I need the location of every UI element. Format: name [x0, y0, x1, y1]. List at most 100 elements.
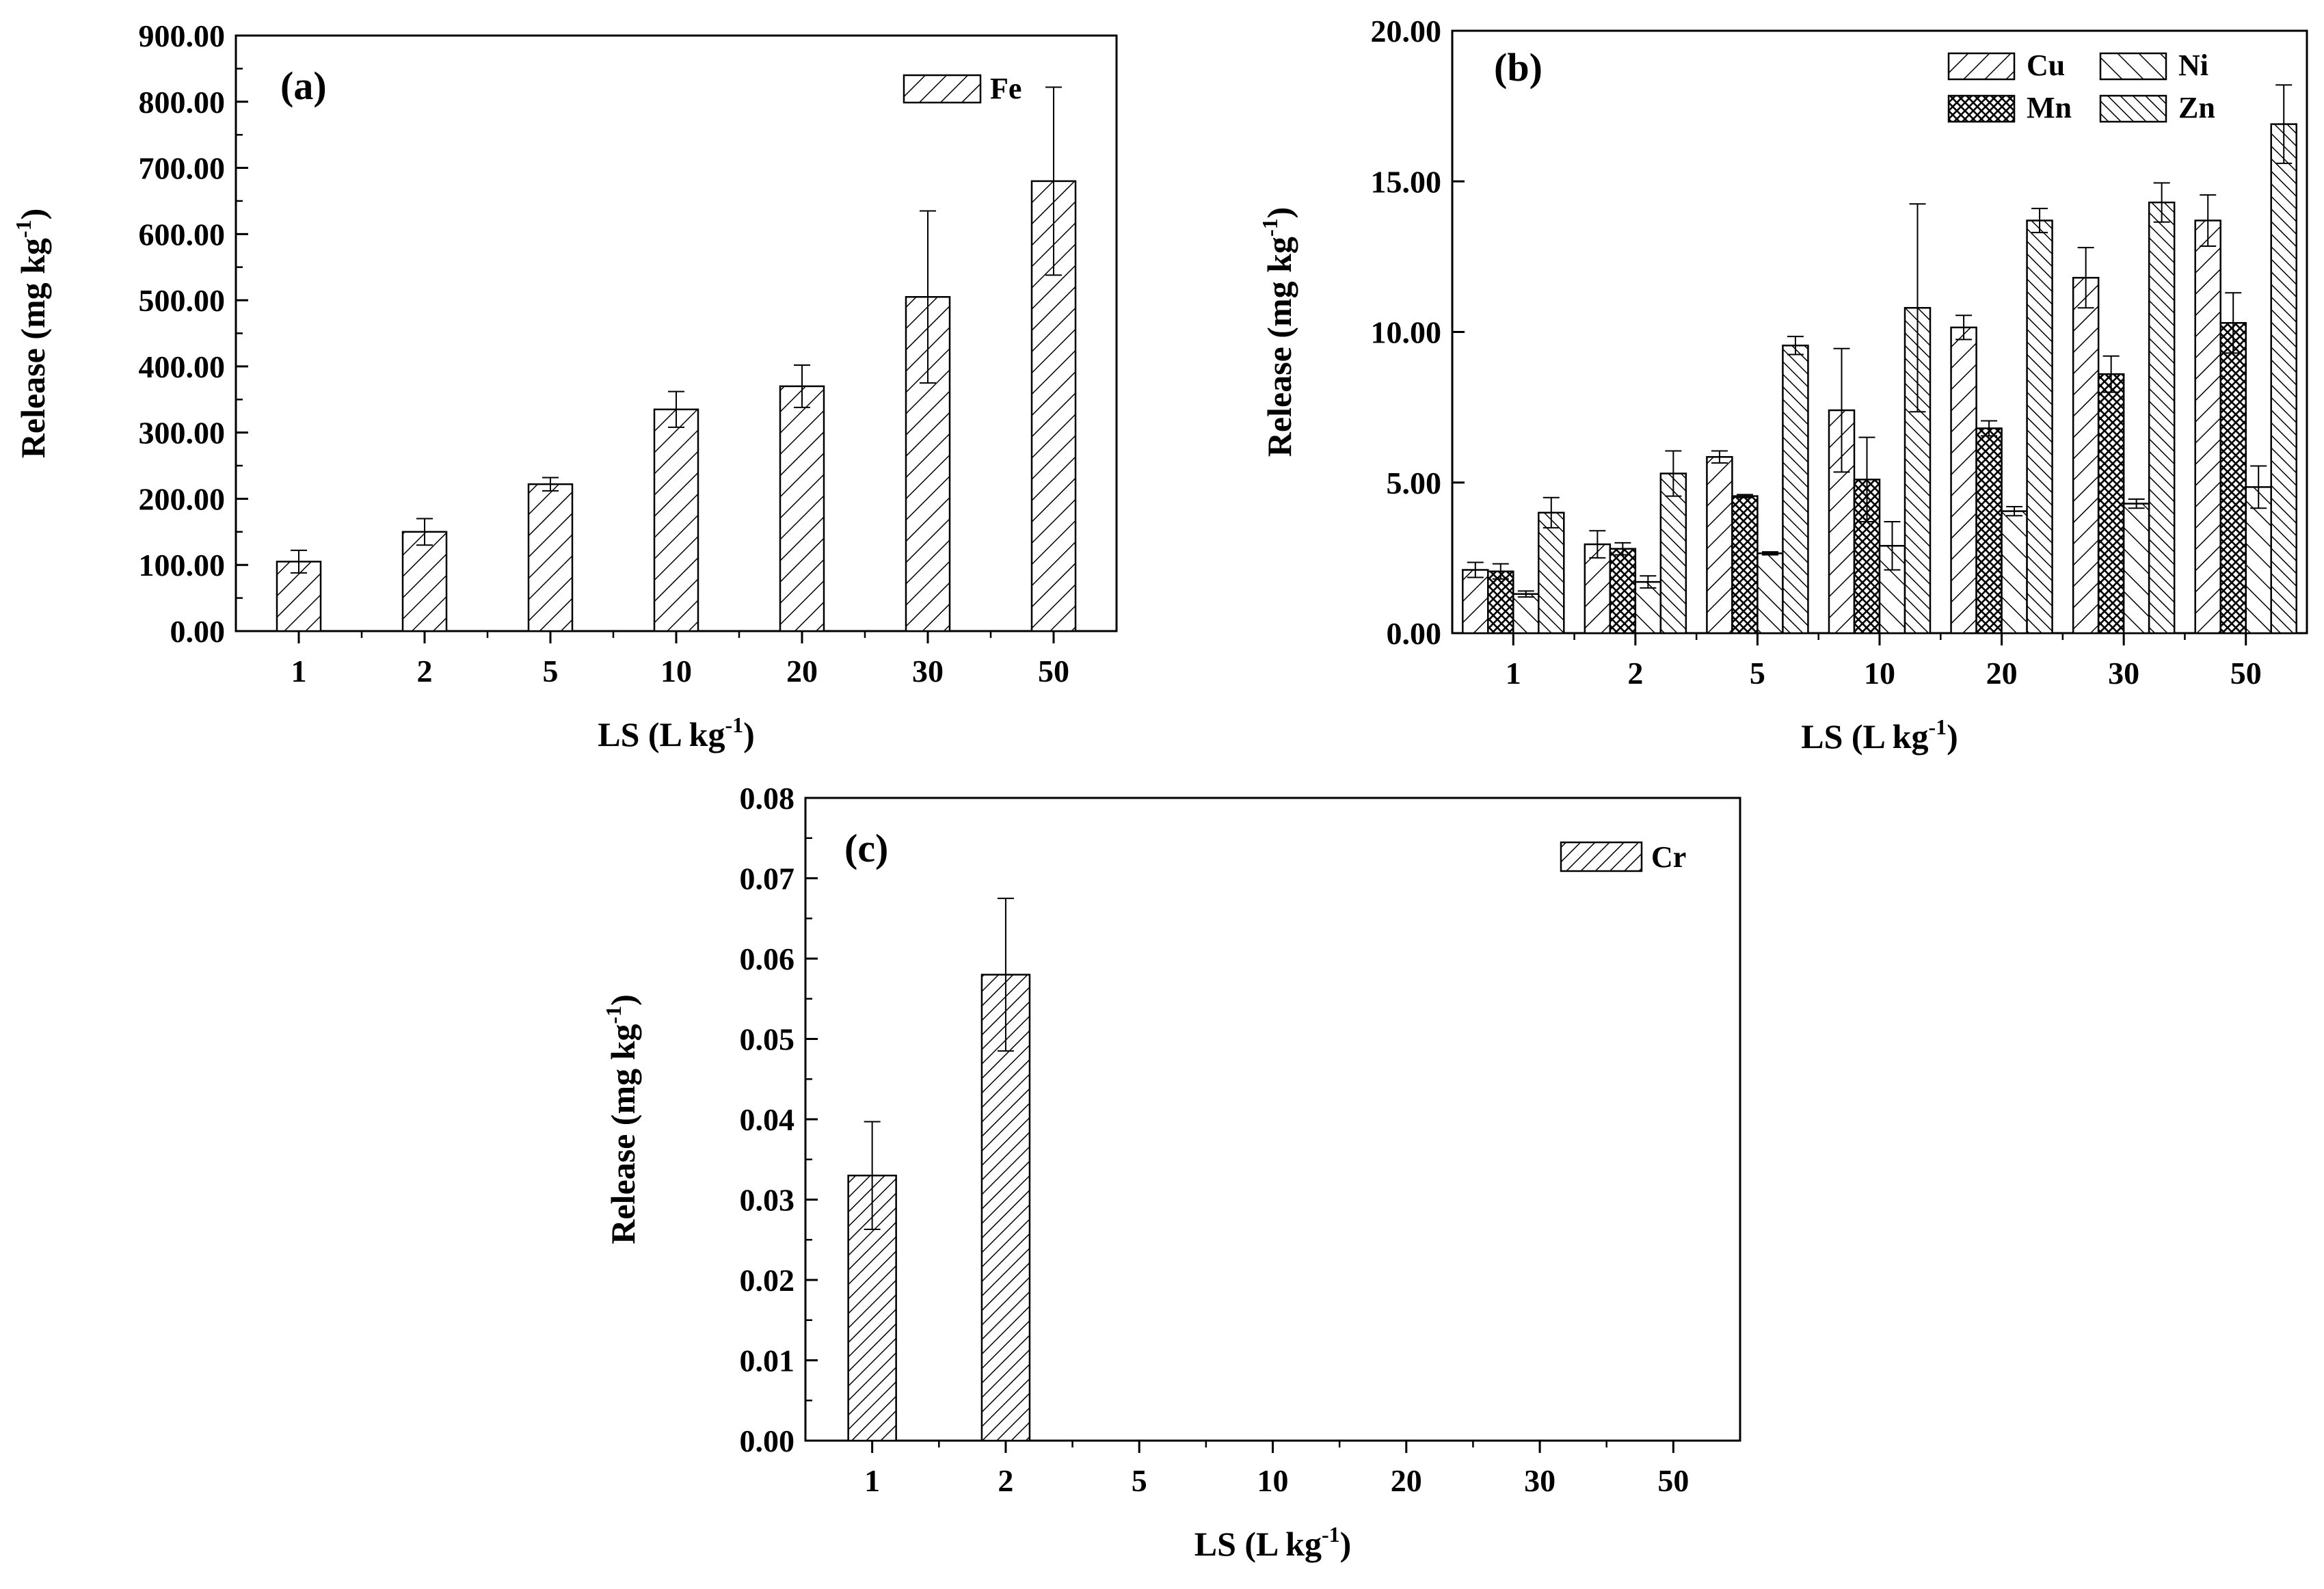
- error-bar-zn-20: [2031, 207, 2048, 234]
- legend-label-cr: Cr: [1651, 840, 1686, 874]
- bar-fe-20: [779, 385, 825, 632]
- error-bar-fe-5: [542, 477, 559, 492]
- error-bar-ni-30: [2128, 498, 2145, 509]
- bar-mn-1: [1487, 570, 1514, 635]
- bar-zn-50: [2270, 123, 2297, 635]
- error-bar-fe-2: [416, 518, 433, 546]
- error-bar-cu-1: [1467, 561, 1484, 578]
- y-tick-label: 0.00: [170, 614, 226, 649]
- chart-panel-2: 0.00 0.01 0.02 0.03 0.04 0.05 0.06 0.07 0.08 1 2 5 1…: [601, 781, 1741, 1563]
- bar-ni-20: [2001, 510, 2028, 635]
- y-tick-label: 0.06: [740, 942, 795, 976]
- legend-label-ni: Ni: [2178, 49, 2208, 82]
- error-bar-cu-2: [1589, 530, 1606, 559]
- error-bar-ni-2: [1640, 575, 1657, 589]
- y-tick-label: 500.00: [139, 283, 226, 318]
- y-tick-label: 0.03: [740, 1183, 795, 1218]
- error-bar-zn-50: [2275, 84, 2293, 164]
- error-bar-zn-10: [1909, 203, 1926, 413]
- bar-zn-2: [1659, 472, 1687, 635]
- error-bar-cu-5: [1711, 450, 1728, 464]
- x-tick-label: 2: [998, 1463, 1013, 1498]
- panel-label: (c): [844, 826, 888, 870]
- y-tick-label: 0.01: [740, 1344, 795, 1378]
- x-axis-title: LS (L kg-1): [1801, 715, 1958, 756]
- error-bar-ni-10: [1884, 521, 1901, 571]
- x-tick-label: 20: [1986, 656, 2018, 691]
- legend-swatch-mn: [1947, 94, 2016, 123]
- bar-ni-5: [1757, 552, 1784, 635]
- bar-mn-2: [1609, 548, 1637, 635]
- bar-cu-50: [2194, 219, 2221, 635]
- x-tick-label: 10: [1257, 1463, 1289, 1498]
- bar-ni-30: [2122, 503, 2150, 635]
- error-bar-zn-30: [2153, 182, 2170, 223]
- legend-label-fe: Fe: [990, 72, 1021, 105]
- legend-swatch-cu: [1947, 52, 2016, 81]
- bar-ni-2: [1634, 580, 1662, 635]
- error-bar-fe-20: [794, 364, 810, 408]
- bar-mn-50: [2219, 322, 2247, 635]
- error-bar-mn-10: [1858, 436, 1875, 523]
- y-tick-label: 20.00: [1371, 14, 1442, 49]
- x-axis-title: LS (L kg-1): [598, 712, 755, 753]
- y-tick-label: 0.00: [740, 1424, 795, 1458]
- bar-ni-50: [2245, 486, 2272, 635]
- x-tick-label: 2: [1627, 656, 1643, 691]
- panel-label: (b): [1494, 45, 1542, 90]
- y-tick-label: 0.02: [740, 1263, 795, 1298]
- y-tick-label: 400.00: [139, 349, 226, 384]
- error-bar-zn-2: [1665, 450, 1682, 497]
- bar-zn-20: [2026, 219, 2053, 635]
- y-tick-label: 200.00: [139, 481, 226, 516]
- x-tick-label: 30: [2108, 656, 2139, 691]
- x-tick-label: 1: [1506, 656, 1521, 691]
- x-tick-label: 50: [1038, 654, 1069, 689]
- x-axis-title: LS (L kg-1): [1194, 1522, 1352, 1563]
- legend-swatch-cr: [1560, 841, 1643, 872]
- error-bar-cu-20: [1955, 315, 1973, 340]
- error-bar-fe-1: [291, 549, 307, 574]
- y-tick-label: 0.00: [1387, 616, 1442, 651]
- error-bar-zn-5: [1787, 336, 1804, 356]
- bar-cu-20: [1950, 326, 1977, 635]
- plot-frame: [804, 797, 1741, 1442]
- y-tick-label: 300.00: [139, 416, 226, 451]
- bar-zn-1: [1538, 511, 1565, 635]
- bar-mn-5: [1731, 495, 1759, 635]
- error-bar-fe-30: [920, 210, 936, 384]
- error-bar-mn-5: [1736, 494, 1753, 498]
- x-tick-label: 50: [1657, 1463, 1689, 1498]
- x-tick-label: 50: [2230, 656, 2262, 691]
- panel-label: (a): [280, 64, 327, 108]
- bar-mn-30: [2097, 373, 2125, 635]
- error-bar-cu-10: [1833, 347, 1850, 473]
- x-tick-label: 5: [1750, 656, 1765, 691]
- legend-label-cu: Cu: [2027, 49, 2065, 82]
- legend-label-mn: Mn: [2027, 91, 2072, 124]
- error-bar-mn-2: [1614, 542, 1631, 556]
- x-tick-label: 30: [1524, 1463, 1555, 1498]
- error-bar-ni-50: [2250, 465, 2267, 509]
- y-axis-title: Release (mg kg-1): [1257, 207, 1298, 457]
- y-tick-label: 700.00: [139, 151, 226, 186]
- chart-panel-0: 0.00 100.00 200.00 300.00 400.00 500.00 600.00…: [11, 18, 1118, 753]
- x-tick-label: 20: [786, 654, 818, 689]
- legend-label-zn: Zn: [2178, 91, 2215, 124]
- legend-swatch-ni: [2099, 52, 2167, 81]
- error-bar-mn-30: [2102, 355, 2120, 393]
- bar-cr-2: [980, 974, 1031, 1442]
- error-bar-mn-20: [1981, 420, 1998, 437]
- y-tick-label: 0.07: [740, 862, 795, 896]
- y-tick-label: 10.00: [1371, 315, 1442, 350]
- y-axis-title: Release (mg kg-1): [601, 994, 642, 1244]
- error-bar-mn-1: [1492, 563, 1509, 580]
- error-bar-cu-30: [2077, 247, 2094, 309]
- error-bar-cu-50: [2200, 194, 2217, 247]
- x-tick-label: 30: [912, 654, 944, 689]
- y-tick-label: 5.00: [1387, 466, 1442, 500]
- bar-fe-10: [653, 408, 699, 632]
- y-tick-label: 600.00: [139, 217, 226, 252]
